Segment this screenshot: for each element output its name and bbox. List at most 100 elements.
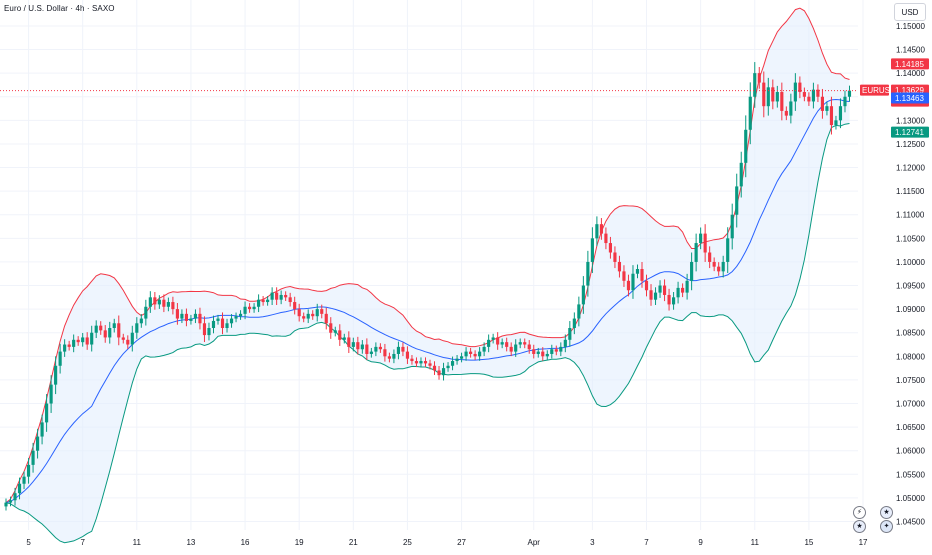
candle-body xyxy=(491,337,495,340)
candle-body xyxy=(649,290,653,300)
x-tick-label: 25 xyxy=(403,538,412,547)
candle-body xyxy=(220,318,225,329)
candle-body xyxy=(757,73,761,83)
candle-body xyxy=(595,224,599,239)
candle-body xyxy=(166,302,170,307)
candle-body xyxy=(414,361,419,364)
currency-button[interactable]: USD xyxy=(894,3,926,21)
candle-body xyxy=(721,261,725,272)
candle-body xyxy=(532,349,536,354)
candle-body xyxy=(608,243,613,253)
y-tick-label: 1.12000 xyxy=(896,164,925,173)
candle-body xyxy=(67,344,71,347)
symbol-tag-label: EURUSD xyxy=(862,86,896,95)
candle-body xyxy=(577,304,581,319)
candle-body xyxy=(811,89,815,102)
y-tick-label: 1.08500 xyxy=(896,329,925,338)
candle-body xyxy=(428,363,432,366)
candle-body xyxy=(90,332,94,345)
candle-body xyxy=(766,87,770,107)
candle-body xyxy=(816,89,820,97)
candle-body xyxy=(631,273,635,291)
x-tick-label: 3 xyxy=(590,538,595,547)
candle-body xyxy=(40,422,44,437)
candle-body xyxy=(401,346,405,352)
candle-body xyxy=(112,323,116,329)
candle-body xyxy=(748,96,752,130)
us-flag-icon[interactable]: ★ xyxy=(880,506,893,519)
candle-body xyxy=(653,292,658,300)
middle-band-line xyxy=(5,98,850,504)
candle-body xyxy=(238,313,243,317)
candle-body xyxy=(189,318,193,321)
x-tick-label: 17 xyxy=(859,538,868,547)
candle-body xyxy=(482,346,486,352)
candle-body xyxy=(99,325,103,331)
candle-body xyxy=(229,318,234,324)
eu-flag-icon[interactable]: ✦ xyxy=(880,520,893,533)
candle-body xyxy=(257,299,261,307)
candle-body xyxy=(81,337,85,343)
candle-body xyxy=(559,346,563,352)
y-tick-label: 1.06500 xyxy=(896,423,925,432)
candle-body xyxy=(175,309,179,319)
x-tick-label: 7 xyxy=(644,538,649,547)
candle-body xyxy=(108,328,112,338)
y-tick-label: 1.13000 xyxy=(896,116,925,125)
candle-body xyxy=(450,361,455,366)
candle-body xyxy=(329,323,333,333)
candle-body xyxy=(455,358,459,362)
candle-body xyxy=(378,346,382,350)
candle-body xyxy=(829,106,834,126)
candle-body xyxy=(423,361,428,364)
y-tick-label: 1.11000 xyxy=(896,211,925,220)
candle-body xyxy=(216,318,220,321)
candle-body xyxy=(446,365,450,369)
candle-body xyxy=(347,337,351,347)
candle-body xyxy=(279,294,283,300)
candle-body xyxy=(297,309,301,317)
candle-body xyxy=(315,309,319,317)
candle-body xyxy=(72,339,76,347)
candle-body xyxy=(730,214,734,239)
candle-body xyxy=(94,325,98,333)
candle-body xyxy=(333,330,337,333)
candle-body xyxy=(293,302,297,310)
candle-body xyxy=(604,233,608,244)
candle-body xyxy=(613,252,617,262)
candle-body xyxy=(311,313,315,317)
candle-body xyxy=(586,261,590,286)
y-tick-label: 1.14000 xyxy=(896,69,925,78)
candle-body xyxy=(338,330,342,340)
x-tick-label: Apr xyxy=(528,538,541,547)
y-tick-label: 1.06000 xyxy=(896,447,925,456)
lightning-icon[interactable]: ⚡ xyxy=(853,506,866,519)
candle-body xyxy=(681,287,685,293)
y-tick-label: 1.11500 xyxy=(896,187,925,196)
candle-body xyxy=(63,344,67,352)
price-tag xyxy=(891,58,929,70)
x-tick-label: 11 xyxy=(751,538,760,547)
candle-body xyxy=(387,356,391,359)
candle-body xyxy=(622,271,626,281)
candle-body xyxy=(144,306,148,319)
candle-body xyxy=(76,339,80,343)
candle-body xyxy=(784,110,788,116)
candle-body xyxy=(703,233,707,253)
candle-body xyxy=(54,365,58,385)
candle-body xyxy=(834,120,838,126)
candle-body xyxy=(581,285,585,305)
candle-body xyxy=(342,337,346,340)
candle-body xyxy=(640,269,644,281)
candle-body xyxy=(252,306,256,310)
us-flag-icon[interactable]: ★ xyxy=(853,520,866,533)
candle-body xyxy=(369,351,373,354)
candle-body xyxy=(419,361,423,364)
lower-band-line xyxy=(5,123,850,544)
candle-body xyxy=(26,464,31,477)
candle-body xyxy=(753,73,757,97)
y-tick-label: 1.14500 xyxy=(896,46,925,55)
candle-body xyxy=(396,346,401,354)
